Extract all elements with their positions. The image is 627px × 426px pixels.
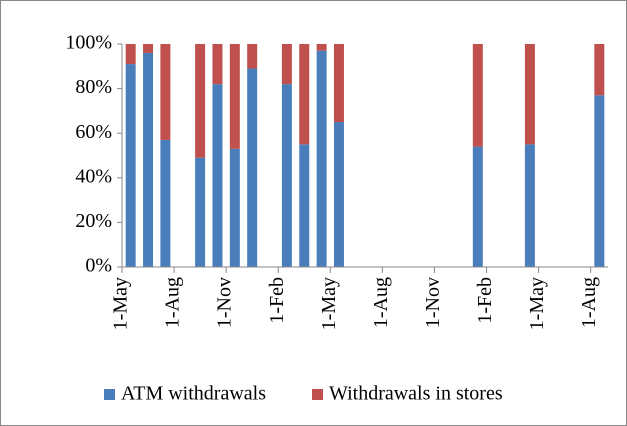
bar-segment [316,44,327,51]
y-tick-label: 40% [75,165,112,187]
bar-segment [299,144,310,267]
legend-label: ATM withdrawals [121,383,266,405]
bar-segment [160,139,171,267]
legend-label: Withdrawals in stores [329,383,503,405]
legend-swatch [104,389,115,400]
bar-segment [281,84,292,267]
bar-segment [333,44,344,123]
y-tick-label: 20% [75,210,112,232]
bar-segment [125,44,136,65]
bar-segment [316,50,327,267]
bar-segment [472,44,483,147]
y-tick-label: 60% [75,121,112,143]
y-tick-label: 80% [75,76,112,98]
bar-segment [524,144,535,267]
bar-segment [333,122,344,267]
x-tick-label: 1-Nov [422,277,444,328]
x-tick-label: 1-Aug [370,277,392,328]
bar-segment [160,44,171,140]
y-tick-label: 0% [85,255,112,277]
bar-segment [125,64,136,267]
bar-segment [594,44,605,96]
bar-segment [247,44,258,69]
legend-swatch [312,389,323,400]
x-tick-label: 1-Aug [578,277,600,328]
bar-segment [229,44,240,149]
bar-segment [524,44,535,145]
bar-segment [143,44,154,53]
bar-segment [299,44,310,145]
x-tick-label: 1-May [318,277,340,330]
y-tick-label: 100% [65,32,112,54]
x-tick-label: 1-Feb [474,277,496,324]
x-tick-label: 1-Aug [162,277,184,328]
bar-segment [594,95,605,267]
x-tick-label: 1-May [526,277,548,330]
bar-segment [195,44,206,158]
bar-segment [472,146,483,267]
x-tick-label: 1-Feb [266,277,288,324]
x-tick-label: 1-May [110,277,132,330]
bar-segment [143,52,154,267]
x-tick-label: 1-Nov [214,277,236,328]
bar-segment [247,68,258,267]
bar-segment [195,157,206,267]
bar-segment [229,148,240,267]
bar-segment [212,84,223,267]
bar-segment [281,44,292,85]
bar-segment [212,44,223,85]
